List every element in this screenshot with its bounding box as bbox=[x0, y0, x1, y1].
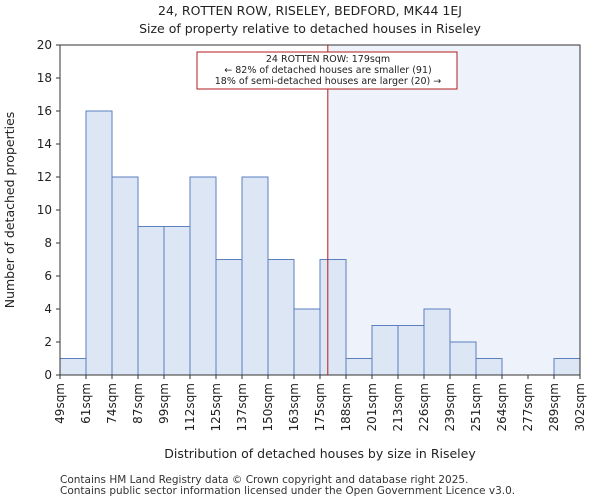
x-tick-label: 302sqm bbox=[573, 383, 587, 431]
x-tick-label: 125sqm bbox=[209, 383, 223, 431]
annotation-line-1: 24 ROTTEN ROW: 179sqm bbox=[266, 54, 390, 65]
y-tick-label: 16 bbox=[37, 104, 52, 118]
x-tick-label: 61sqm bbox=[79, 383, 93, 424]
annotation-line-2: ← 82% of detached houses are smaller (91… bbox=[224, 65, 431, 76]
x-tick-label: 175sqm bbox=[313, 383, 327, 431]
bar-137sqm bbox=[241, 176, 269, 376]
bar-201sqm bbox=[371, 325, 399, 376]
x-tick-label: 87sqm bbox=[131, 383, 145, 424]
chart-subtitle: Size of property relative to detached ho… bbox=[139, 21, 481, 36]
x-tick-label: 74sqm bbox=[105, 383, 119, 424]
y-tick-label: 4 bbox=[44, 302, 52, 316]
x-tick-label: 201sqm bbox=[365, 383, 379, 431]
y-tick-label: 0 bbox=[44, 368, 52, 382]
bar-125sqm bbox=[215, 259, 243, 376]
y-ticks-group: 0 2 4 6 8 10 12 14 16 18 20 bbox=[37, 38, 60, 382]
x-tick-label: 49sqm bbox=[53, 383, 67, 424]
bar-87sqm bbox=[137, 226, 165, 376]
x-tick-label: 277sqm bbox=[521, 383, 535, 431]
bar-188sqm bbox=[345, 358, 373, 376]
x-tick-label: 112sqm bbox=[183, 383, 197, 431]
x-tick-label: 239sqm bbox=[443, 383, 457, 431]
y-tick-label: 12 bbox=[37, 170, 52, 184]
y-axis-label: Number of detached properties bbox=[2, 112, 17, 309]
bar-74sqm bbox=[111, 176, 139, 376]
y-tick-label: 6 bbox=[44, 269, 52, 283]
bar-289sqm bbox=[553, 358, 581, 376]
annotation-box bbox=[196, 51, 458, 90]
y-tick-label: 10 bbox=[37, 203, 52, 217]
bar-226sqm bbox=[423, 308, 451, 376]
footer-line-2: Contains public sector information licen… bbox=[60, 485, 515, 497]
x-tick-label: 251sqm bbox=[469, 383, 483, 431]
x-tick-label: 99sqm bbox=[157, 383, 171, 424]
y-tick-label: 2 bbox=[44, 335, 52, 349]
bar-239sqm bbox=[449, 341, 477, 376]
bar-175sqm bbox=[319, 259, 347, 376]
x-axis-label: Distribution of detached houses by size … bbox=[164, 446, 476, 461]
x-ticks-group: 49sqm 61sqm 74sqm 87sqm 99sqm 112sqm 125sqm 137… bbox=[53, 375, 587, 431]
bar-213sqm bbox=[397, 325, 425, 376]
bar-61sqm bbox=[85, 110, 113, 376]
x-tick-label: 188sqm bbox=[339, 383, 353, 431]
chart-title: 24, ROTTEN ROW, RISELEY, BEDFORD, MK44 1… bbox=[158, 3, 462, 18]
bar-112sqm bbox=[189, 176, 217, 376]
x-tick-label: 137sqm bbox=[235, 383, 249, 431]
bar-251sqm bbox=[475, 358, 503, 376]
y-tick-label: 18 bbox=[37, 71, 52, 85]
footer-line-1: Contains HM Land Registry data © Crown c… bbox=[60, 474, 468, 486]
y-tick-label: 8 bbox=[44, 236, 52, 250]
x-tick-label: 226sqm bbox=[417, 383, 431, 431]
larger-region-highlight bbox=[327, 45, 580, 375]
annotation-line-3: 18% of semi-detached houses are larger (… bbox=[215, 76, 442, 87]
y-tick-label: 14 bbox=[37, 137, 52, 151]
x-tick-label: 163sqm bbox=[287, 383, 301, 431]
x-tick-label: 150sqm bbox=[261, 383, 275, 431]
x-tick-label: 289sqm bbox=[547, 383, 561, 431]
bar-150sqm bbox=[267, 259, 295, 376]
bar-163sqm bbox=[293, 308, 321, 376]
bars-group bbox=[59, 110, 581, 376]
x-tick-label: 264sqm bbox=[495, 383, 509, 431]
bar-49sqm bbox=[59, 358, 87, 376]
x-tick-label: 213sqm bbox=[391, 383, 405, 431]
y-tick-label: 20 bbox=[37, 38, 52, 52]
bar-99sqm bbox=[163, 226, 191, 376]
